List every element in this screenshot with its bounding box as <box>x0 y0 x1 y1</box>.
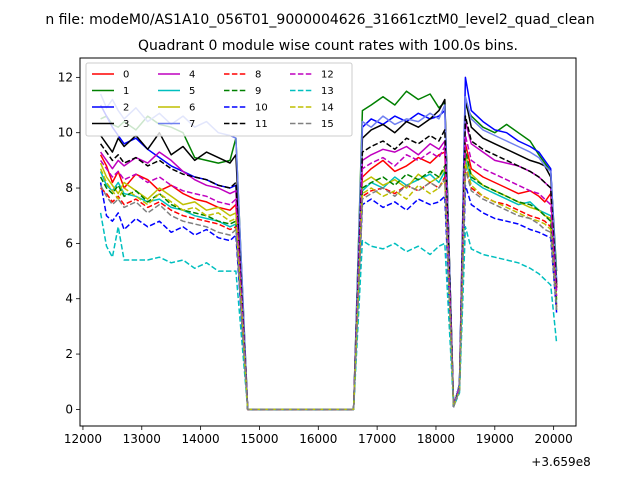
legend-label-3: 3 <box>123 119 129 130</box>
y-tick-label: 12 <box>58 70 73 84</box>
legend-label-13: 13 <box>321 86 334 97</box>
x-tick-label: 20000 <box>535 432 573 446</box>
legend-label-10: 10 <box>255 103 268 114</box>
x-offset-label: +3.659e8 <box>531 455 590 469</box>
series-line-15 <box>99 167 558 411</box>
legend-label-8: 8 <box>255 70 261 81</box>
chart-title: Quadrant 0 module wise count rates with … <box>138 38 518 54</box>
x-tick-label: 17000 <box>358 432 396 446</box>
legend-box <box>85 62 353 137</box>
x-tick-label: 15000 <box>240 432 278 446</box>
y-tick-label: 2 <box>65 347 73 361</box>
y-tick-label: 10 <box>58 126 73 140</box>
legend-label-1: 1 <box>123 86 129 97</box>
x-tick-label: 12000 <box>64 432 102 446</box>
series-line-13 <box>99 212 558 411</box>
legend-label-15: 15 <box>321 119 334 130</box>
legend-label-6: 6 <box>189 103 195 114</box>
x-tick-label: 18000 <box>417 432 455 446</box>
y-tick-label: 6 <box>65 236 73 250</box>
x-tick-label: 16000 <box>299 432 337 446</box>
axes-frame <box>79 57 577 427</box>
legend-label-14: 14 <box>321 103 334 114</box>
legend-label-0: 0 <box>123 70 129 81</box>
x-tick-label: 14000 <box>182 432 220 446</box>
figure-suptitle: n file: modeM0/AS1A10_056T01_9000004626_… <box>45 12 594 28</box>
y-tick-label: 0 <box>65 402 73 416</box>
legend-label-12: 12 <box>321 70 334 81</box>
legend-label-7: 7 <box>189 119 195 130</box>
x-tick-label: 19000 <box>476 432 514 446</box>
x-tick-label: 13000 <box>123 432 161 446</box>
legend-label-9: 9 <box>255 86 261 97</box>
y-tick-label: 4 <box>65 292 73 306</box>
legend-label-5: 5 <box>189 86 195 97</box>
legend-label-2: 2 <box>123 103 129 114</box>
legend-label-4: 4 <box>189 70 195 81</box>
y-tick-label: 8 <box>65 181 73 195</box>
axis-ticks: 12000 13000 14000 15000 16000 17000 18000 19000… <box>58 70 573 446</box>
legend-label-11: 11 <box>255 119 268 130</box>
